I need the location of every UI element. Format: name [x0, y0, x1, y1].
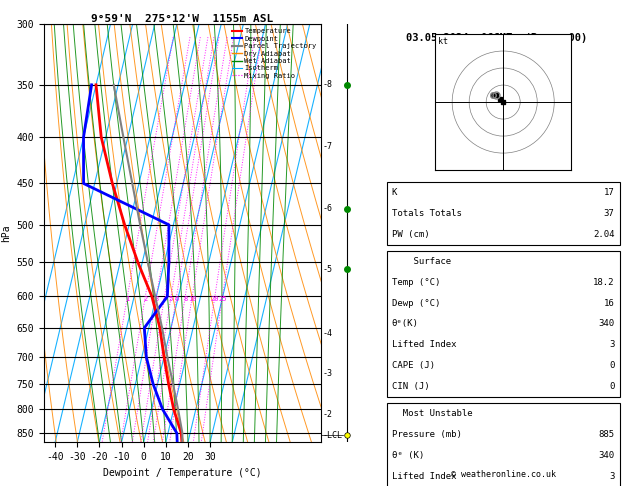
Text: K: K: [392, 188, 398, 197]
Text: Dewp (°C): Dewp (°C): [392, 298, 440, 308]
Text: 18.2: 18.2: [593, 278, 615, 287]
Text: 8: 8: [183, 296, 187, 302]
Text: 20: 20: [211, 296, 219, 302]
Text: 25: 25: [218, 296, 226, 302]
Text: Lifted Index: Lifted Index: [392, 340, 457, 349]
Text: -7: -7: [323, 142, 333, 152]
Text: 5: 5: [169, 296, 173, 302]
Text: 3: 3: [154, 296, 159, 302]
Text: 3: 3: [609, 340, 615, 349]
Text: 0: 0: [609, 382, 615, 391]
Text: Pressure (mb): Pressure (mb): [392, 430, 462, 439]
Text: 6: 6: [174, 296, 179, 302]
Text: Lifted Index: Lifted Index: [392, 471, 457, 481]
Text: CIN (J): CIN (J): [392, 382, 430, 391]
Text: -6: -6: [323, 204, 333, 213]
Text: Most Unstable: Most Unstable: [392, 409, 472, 418]
Text: Surface: Surface: [392, 257, 451, 266]
Y-axis label: hPa: hPa: [1, 225, 11, 242]
Text: 16: 16: [604, 298, 615, 308]
Text: kt: kt: [438, 37, 448, 46]
Text: 2: 2: [143, 296, 147, 302]
Text: 1: 1: [125, 296, 130, 302]
Text: 3: 3: [609, 471, 615, 481]
Text: 340: 340: [598, 319, 615, 329]
Text: -2: -2: [323, 410, 333, 419]
Text: 2.04: 2.04: [593, 230, 615, 239]
Text: -8: -8: [323, 80, 333, 89]
Text: θᵉ (K): θᵉ (K): [392, 451, 424, 460]
Text: -4: -4: [323, 330, 333, 338]
X-axis label: Dewpoint / Temperature (°C): Dewpoint / Temperature (°C): [103, 468, 262, 478]
Text: 4: 4: [162, 296, 167, 302]
Text: 0: 0: [609, 361, 615, 370]
Text: 885: 885: [598, 430, 615, 439]
Title: 9°59'N  275°12'W  1155m ASL: 9°59'N 275°12'W 1155m ASL: [91, 14, 274, 23]
Text: 340: 340: [598, 451, 615, 460]
Text: Totals Totals: Totals Totals: [392, 209, 462, 218]
Text: Temp (°C): Temp (°C): [392, 278, 440, 287]
Text: -3: -3: [323, 369, 333, 378]
Text: θᵉ(K): θᵉ(K): [392, 319, 419, 329]
Text: 03.05.2024  06GMT  (Base: 00): 03.05.2024 06GMT (Base: 00): [406, 33, 587, 43]
Text: -5: -5: [323, 265, 333, 274]
Text: © weatheronline.co.uk: © weatheronline.co.uk: [451, 469, 555, 479]
Text: 37: 37: [604, 209, 615, 218]
Text: -LCL: -LCL: [323, 431, 343, 440]
Legend: Temperature, Dewpoint, Parcel Trajectory, Dry Adiabat, Wet Adiabat, Isotherm, Mi: Temperature, Dewpoint, Parcel Trajectory…: [231, 28, 317, 80]
Text: 17: 17: [604, 188, 615, 197]
Text: CAPE (J): CAPE (J): [392, 361, 435, 370]
Text: 10: 10: [188, 296, 196, 302]
Text: PW (cm): PW (cm): [392, 230, 430, 239]
